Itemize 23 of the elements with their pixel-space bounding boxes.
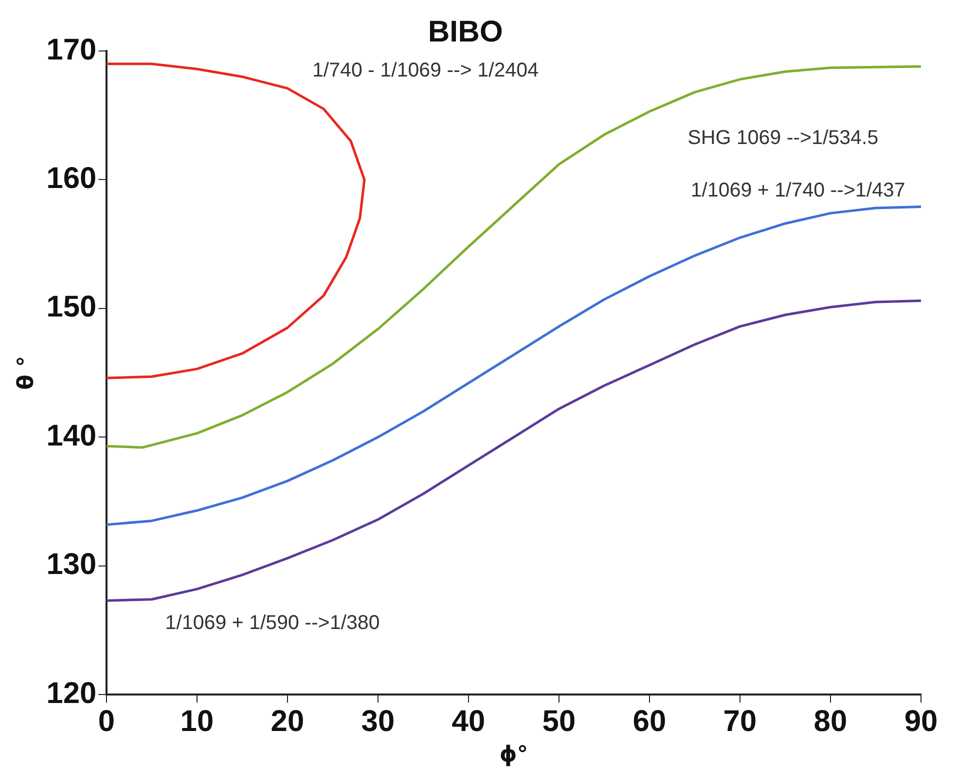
y-tick-label: 170 [46, 33, 96, 66]
y-tick-label: 150 [46, 290, 96, 324]
x-tick-label: 40 [452, 704, 486, 738]
x-tick-label: 10 [180, 704, 214, 738]
series-label: SHG 1069 -->1/534.5 [688, 126, 878, 149]
x-tick-label: 30 [361, 704, 395, 738]
x-tick-label: 90 [904, 704, 938, 738]
x-axis-title: ϕ° [499, 742, 528, 768]
y-tick-label: 130 [46, 548, 96, 582]
x-tick-label: 60 [632, 704, 666, 738]
x-tick-label: 0 [98, 704, 115, 738]
x-tick-label: 20 [270, 704, 304, 738]
series-label: 1/1069 + 1/740 -->1/437 [690, 179, 906, 202]
x-tick-label: 80 [814, 704, 848, 738]
series-label: 1/740 - 1/1069 --> 1/2404 [312, 59, 539, 82]
y-tick-label: 140 [46, 419, 96, 452]
y-tick-label: 160 [46, 162, 96, 195]
y-tick-label: 120 [46, 676, 96, 710]
chart-title: BIBO [428, 15, 503, 48]
x-tick-label: 70 [723, 704, 757, 738]
series-label: 1/1069 + 1/590 -->1/380 [165, 612, 380, 634]
x-tick-label: 50 [542, 704, 576, 738]
y-axis-title: θ ° [14, 356, 39, 390]
